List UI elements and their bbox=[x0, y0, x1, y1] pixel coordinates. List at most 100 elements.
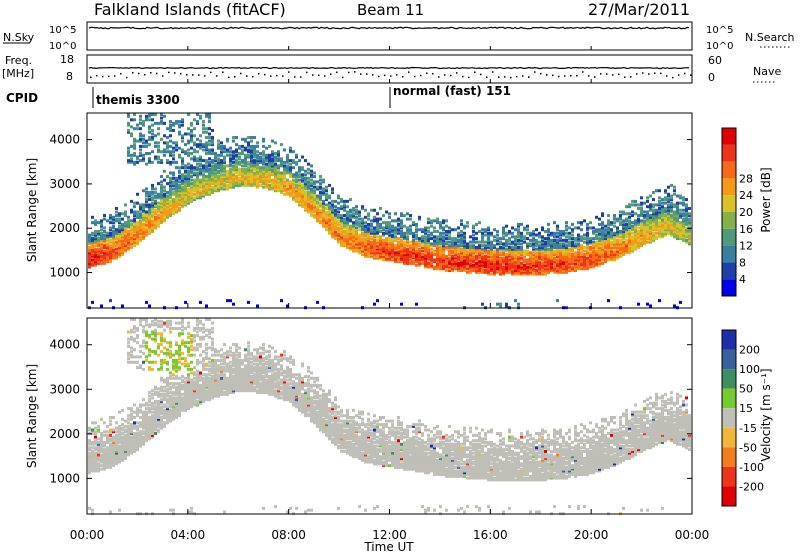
power-cell bbox=[157, 155, 160, 159]
power-cell bbox=[427, 244, 430, 248]
power-cell bbox=[367, 238, 370, 242]
power-cell bbox=[448, 258, 451, 262]
power-cell bbox=[598, 233, 601, 237]
power-cell bbox=[595, 240, 598, 244]
power-cell bbox=[235, 178, 238, 182]
velocity-cell bbox=[94, 432, 97, 436]
power-cell bbox=[490, 261, 493, 265]
power-cell bbox=[151, 201, 154, 205]
power-cell bbox=[271, 150, 274, 154]
power-cell bbox=[277, 159, 280, 163]
power-cell bbox=[178, 185, 181, 189]
power-cell bbox=[505, 247, 508, 251]
power-cell bbox=[583, 260, 586, 264]
power-cell bbox=[451, 228, 454, 232]
power-cell bbox=[154, 187, 157, 191]
power-cell bbox=[508, 260, 511, 264]
power-cell bbox=[622, 251, 625, 255]
power-cell bbox=[361, 219, 364, 223]
power-cell bbox=[490, 258, 493, 262]
power-cell bbox=[577, 247, 580, 251]
power-cell bbox=[460, 269, 463, 272]
power-cell bbox=[388, 224, 391, 228]
power-cell bbox=[409, 244, 412, 248]
power-cell bbox=[673, 203, 676, 207]
power-cell bbox=[208, 182, 211, 186]
power-cell bbox=[316, 196, 319, 200]
power-cell bbox=[88, 235, 91, 239]
power-cell bbox=[625, 240, 628, 244]
power-cell bbox=[430, 231, 433, 235]
power-cell bbox=[607, 254, 610, 258]
power-cell bbox=[334, 230, 337, 233]
power-cell bbox=[619, 249, 622, 253]
power-cell bbox=[625, 235, 628, 239]
power-cell bbox=[346, 235, 349, 239]
power-cell bbox=[193, 180, 196, 184]
power-cell bbox=[127, 237, 130, 241]
power-cell bbox=[553, 244, 556, 248]
power-cell bbox=[631, 237, 634, 241]
power-cell bbox=[595, 242, 598, 246]
velocity-cell bbox=[103, 430, 106, 434]
power-cell bbox=[490, 245, 493, 249]
power-cell bbox=[298, 191, 301, 194]
freq-left-bottom: 8 bbox=[66, 70, 73, 83]
power-cell bbox=[502, 253, 505, 257]
power-cell bbox=[163, 199, 166, 203]
power-cell bbox=[625, 224, 628, 228]
power-cell bbox=[550, 242, 553, 246]
power-cell bbox=[361, 221, 364, 225]
power-cell bbox=[313, 182, 316, 186]
power-cell bbox=[304, 187, 307, 191]
power-cell bbox=[136, 231, 139, 235]
power-cell bbox=[541, 256, 544, 260]
power-cell bbox=[328, 210, 331, 214]
power-cell bbox=[172, 212, 175, 216]
power-cell bbox=[265, 183, 268, 187]
power-cell bbox=[457, 253, 460, 257]
power-cell bbox=[424, 226, 427, 230]
power-cell bbox=[595, 215, 598, 219]
power-cell bbox=[682, 203, 685, 207]
power-cell bbox=[364, 238, 367, 242]
power-cell bbox=[508, 269, 511, 272]
power-cell bbox=[217, 160, 220, 164]
power-cell bbox=[631, 245, 634, 249]
power-cell bbox=[133, 230, 136, 233]
velocity-cell bbox=[127, 351, 130, 355]
power-cell bbox=[259, 160, 262, 164]
velocity-cell bbox=[88, 428, 91, 432]
power-cell bbox=[472, 256, 475, 260]
power-cell bbox=[484, 233, 487, 237]
velocity-cell bbox=[130, 428, 133, 432]
power-cell bbox=[568, 254, 571, 258]
power-cell bbox=[595, 235, 598, 239]
power-cell bbox=[682, 222, 685, 226]
power-cell bbox=[580, 237, 583, 241]
power-cell bbox=[298, 175, 301, 179]
power-cell bbox=[178, 189, 181, 193]
velocity-cell bbox=[142, 351, 145, 355]
power-cell bbox=[181, 180, 184, 184]
power-cell bbox=[640, 226, 643, 230]
power-cell bbox=[523, 270, 526, 274]
power-cell bbox=[574, 269, 577, 272]
power-cell bbox=[376, 221, 379, 225]
power-cell bbox=[319, 192, 322, 196]
power-cell bbox=[178, 199, 181, 203]
power-cell bbox=[592, 253, 595, 257]
power-cell bbox=[175, 183, 178, 187]
power-cell bbox=[223, 173, 226, 177]
power-cell bbox=[481, 254, 484, 258]
velocity-cell bbox=[148, 426, 151, 430]
power-cell bbox=[574, 242, 577, 246]
power-cell bbox=[256, 178, 259, 182]
power-cell bbox=[523, 265, 526, 269]
power-cell bbox=[307, 201, 310, 205]
power-cell bbox=[262, 137, 265, 141]
power-cell bbox=[160, 121, 163, 125]
power-cell bbox=[439, 261, 442, 265]
power-cell bbox=[289, 150, 292, 154]
power-cell bbox=[637, 217, 640, 221]
